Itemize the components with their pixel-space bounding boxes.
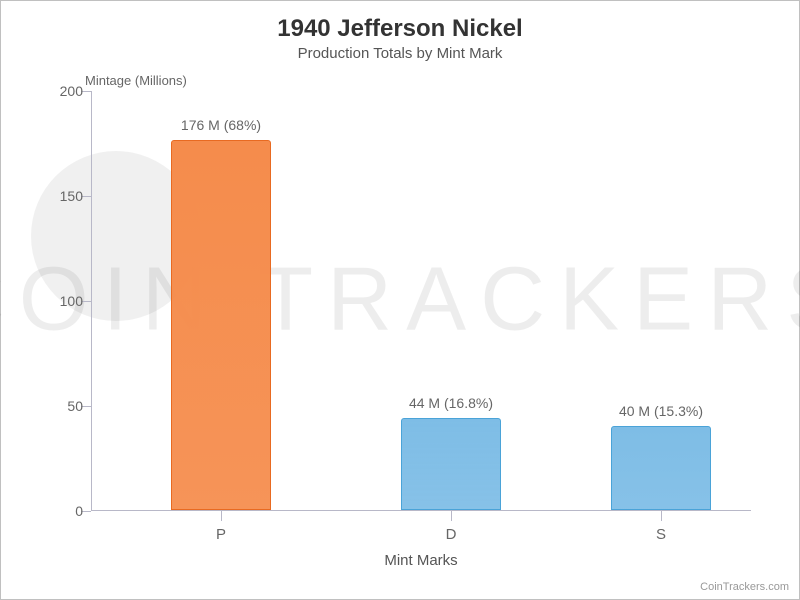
y-tick-label: 0 [43,503,83,519]
bar-value-label: 44 M (16.8%) [371,395,531,411]
x-tick-label: D [446,526,457,543]
chart-subtitle: Production Totals by Mint Mark [1,45,799,62]
y-tick-label: 100 [43,293,83,309]
x-tick [451,511,452,521]
y-tick-label: 150 [43,188,83,204]
y-tick-label: 200 [43,83,83,99]
bar-d [401,418,501,510]
bar-value-label: 176 M (68%) [141,117,301,133]
x-axis-label: Mint Marks [384,552,457,569]
attribution-text: CoinTrackers.com [700,581,789,593]
bar-p [171,140,271,510]
y-tick-label: 50 [43,398,83,414]
y-axis-line [91,91,92,511]
x-tick-label: S [656,526,666,543]
x-tick [221,511,222,521]
plot-area: 050100150200 176 M (68%)P44 M (16.8%)D40… [91,91,751,511]
bar-s [611,426,711,510]
x-tick-label: P [216,526,226,543]
bar-value-label: 40 M (15.3%) [581,403,741,419]
chart-title: 1940 Jefferson Nickel [1,15,799,43]
x-tick [661,511,662,521]
x-axis-line [91,510,751,511]
y-axis-label: Mintage (Millions) [85,73,187,88]
